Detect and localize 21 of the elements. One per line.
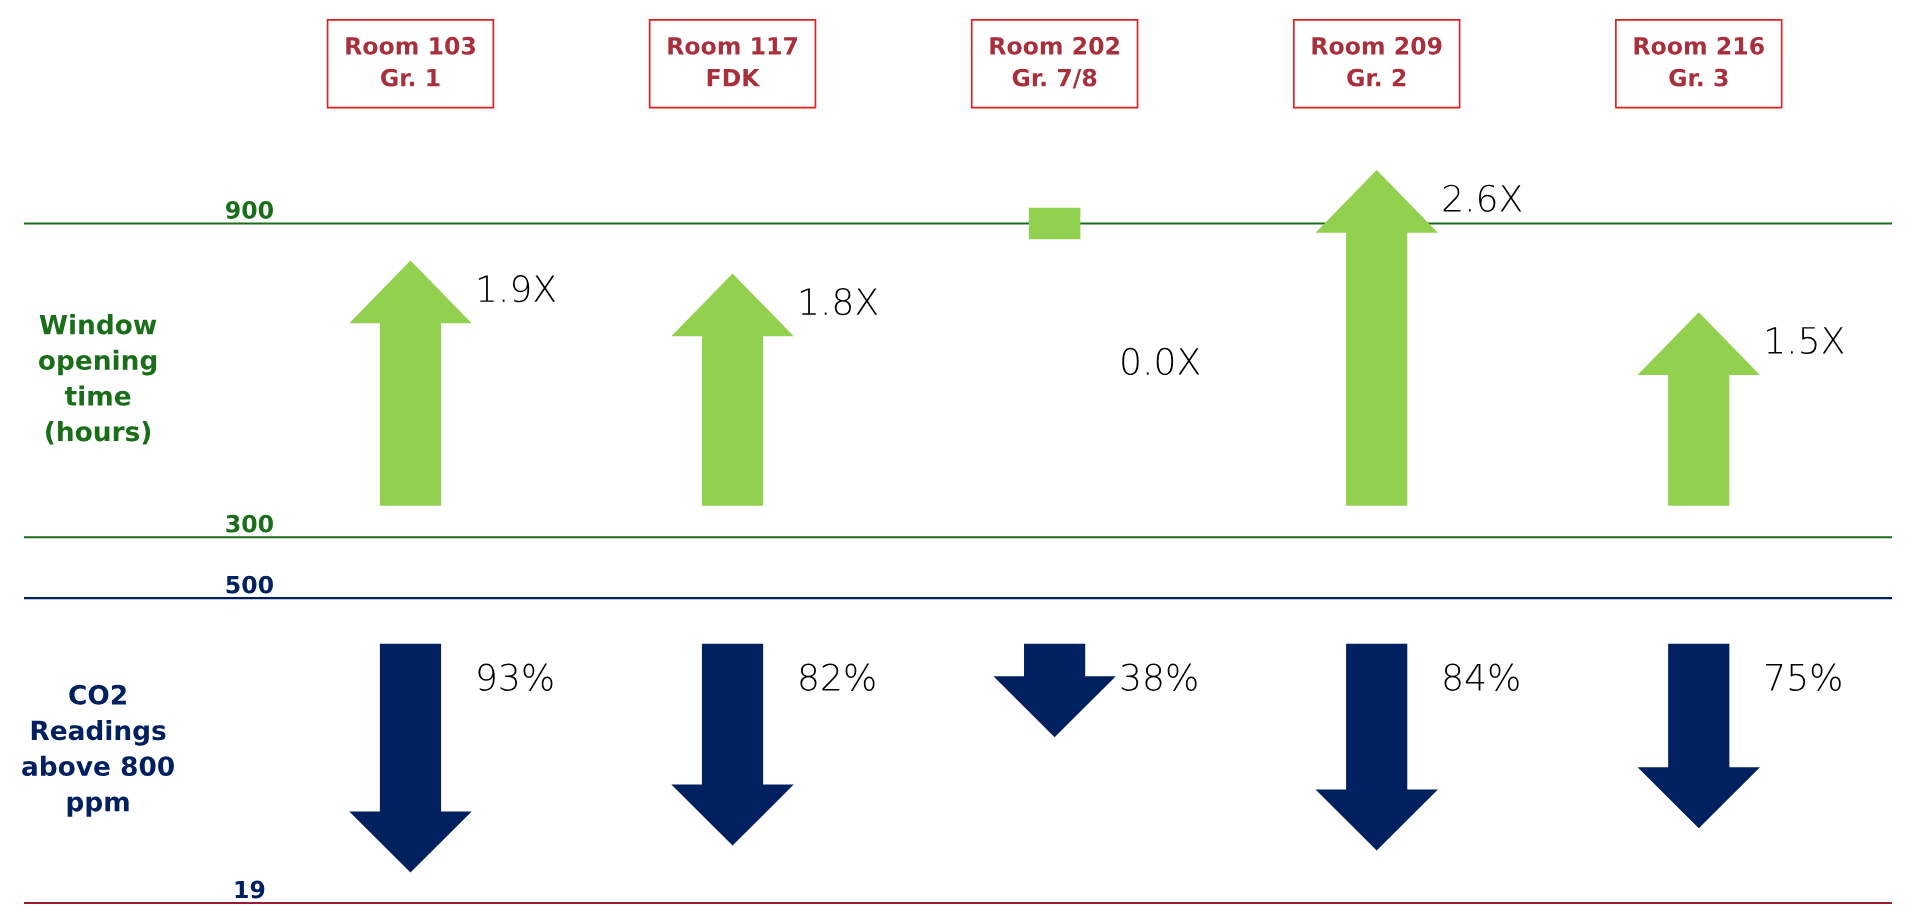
data-label: 93% <box>478 663 553 691</box>
category-label: Room 103 Gr. 1 <box>346 36 475 87</box>
category-label: Room 216 Gr. 3 <box>1634 36 1764 87</box>
text: 19 <box>235 880 265 899</box>
data-label: 1.8X <box>800 287 878 316</box>
text: Window opening time (hours) <box>39 314 157 445</box>
text: 300 <box>226 514 273 533</box>
data-label: 75% <box>1766 663 1841 691</box>
category-label: Room 209 Gr. 2 <box>1312 36 1442 87</box>
data-label: 1.5X <box>1767 327 1844 354</box>
data-label: 82% <box>800 663 875 691</box>
text: CO2 Readings above 800 ppm <box>22 684 174 817</box>
data-label: 2.6X <box>1443 184 1522 212</box>
category-label: Room 117 FDK <box>668 37 798 87</box>
data-label: 38% <box>1121 663 1197 691</box>
data-label: 1.9X <box>478 275 556 303</box>
data-label: 84% <box>1444 663 1519 691</box>
category-label: Room 202 Gr. 7/8 <box>990 36 1119 89</box>
text: 900 <box>226 201 273 219</box>
data-label: 0.0X <box>1122 347 1200 376</box>
text: 500 <box>226 575 273 594</box>
